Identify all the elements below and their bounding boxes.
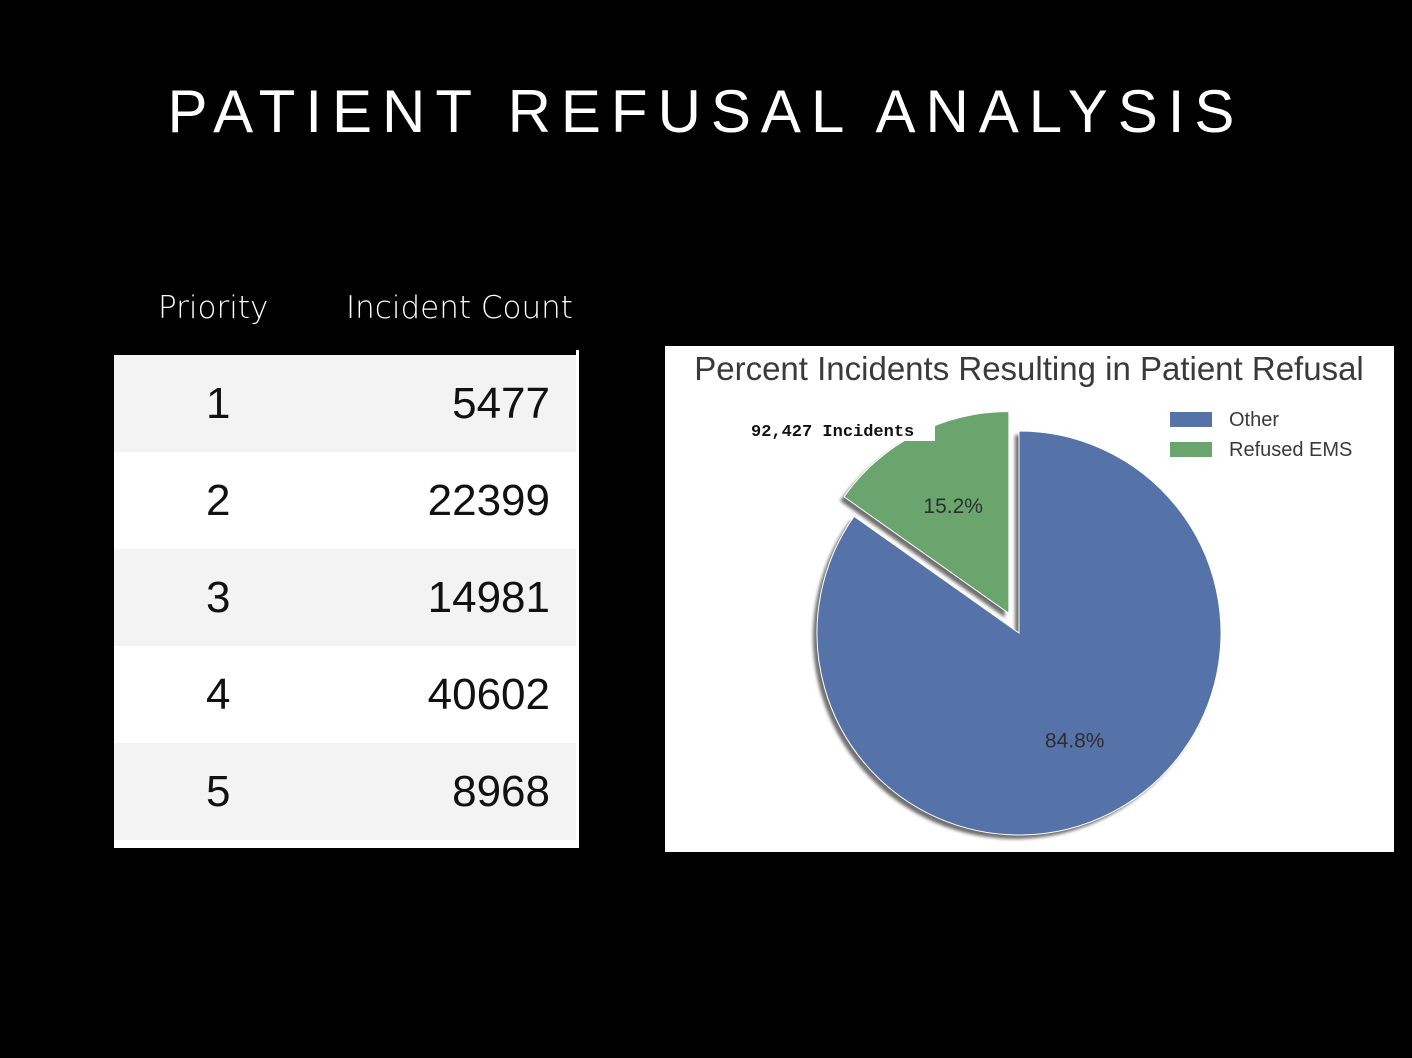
table-row: 1 5477 [114, 355, 576, 452]
pie-slices [816, 410, 1222, 836]
cell-count: 40602 [427, 670, 550, 719]
header-incident-count: Incident Count [346, 290, 573, 326]
table-row: 3 14981 [114, 549, 576, 646]
chart-title: Percent Incidents Resulting in Patient R… [694, 350, 1364, 387]
legend-swatch [1170, 442, 1212, 457]
pie-chart: Percent Incidents Resulting in Patient R… [694, 350, 1364, 839]
table-row: 5 8968 [114, 743, 576, 840]
pie-chart-panel: Percent Incidents Resulting in Patient R… [665, 346, 1394, 852]
legend-swatch [1170, 412, 1212, 427]
annotation-background [749, 419, 935, 441]
legend-label: Other [1229, 409, 1279, 431]
incident-total-annotation: 92,427 Incidents [749, 419, 935, 442]
cell-priority: 5 [206, 767, 231, 816]
slice-percent-label: 84.8% [1045, 730, 1105, 753]
legend-label: Refused EMS [1229, 439, 1352, 461]
table-header: Priority Incident Count [114, 290, 579, 334]
incident-table: 1 5477 2 22399 3 14981 4 40602 5 8968 [114, 350, 579, 848]
chart-legend: Other Refused EMS [1170, 409, 1352, 461]
annotation-text: 92,427 Incidents [751, 423, 914, 442]
cell-priority: 4 [206, 670, 231, 719]
cell-count: 14981 [427, 573, 550, 622]
pie-slice-other [816, 430, 1222, 836]
slide-title: PATIENT REFUSAL ANALYSIS [167, 78, 1245, 145]
header-priority: Priority [158, 290, 269, 326]
cell-count: 5477 [452, 379, 550, 428]
cell-priority: 1 [206, 379, 231, 428]
slice-percent-label: 15.2% [923, 495, 983, 518]
table-row: 4 40602 [114, 646, 576, 743]
cell-priority: 2 [206, 476, 231, 525]
table-top-rule [114, 350, 576, 355]
pie-labels: 15.2% 84.8% [923, 495, 1104, 753]
cell-priority: 3 [206, 573, 231, 622]
cell-count: 22399 [427, 476, 550, 525]
table-row: 2 22399 [114, 452, 576, 549]
cell-count: 8968 [452, 767, 550, 816]
